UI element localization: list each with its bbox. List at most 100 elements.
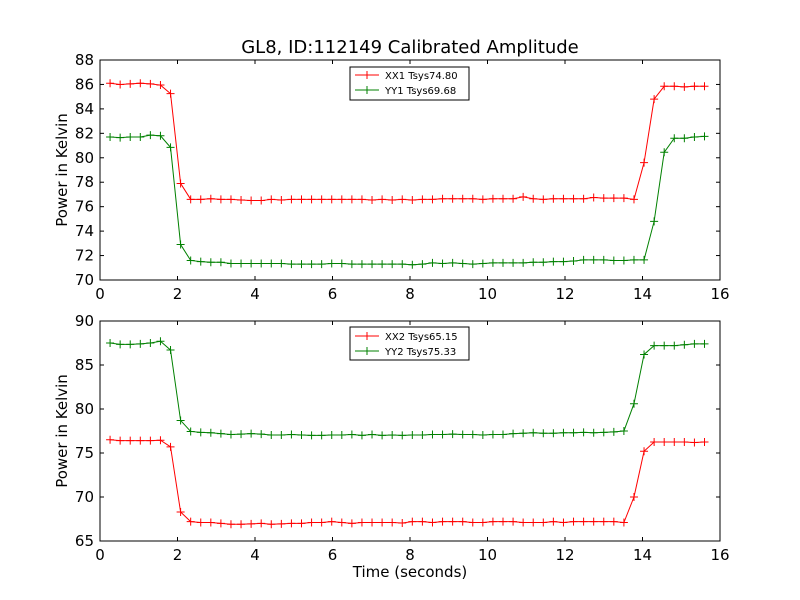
top-point-xx1 (589, 193, 598, 202)
bottom-point-xx2 (650, 438, 659, 446)
bottom-point-yy2 (297, 430, 306, 439)
top-point-yy1 (287, 260, 296, 269)
top-point-xx1 (670, 82, 679, 91)
bottom-point-xx2 (448, 517, 457, 526)
bottom-point-yy2 (569, 428, 578, 437)
top-point-xx1 (549, 194, 558, 203)
top-point-yy1 (478, 259, 487, 268)
top-point-xx1 (196, 195, 205, 204)
top-point-xx1 (247, 196, 256, 205)
top-point-xx1 (156, 81, 165, 90)
bottom-point-xx2 (166, 442, 175, 451)
bottom-point-xx2 (317, 518, 326, 527)
figure-title: GL8, ID:112149 Calibrated Amplitude (241, 37, 579, 58)
top-point-xx1 (418, 195, 427, 204)
bottom-y-axis-label: Power in Kelvin (53, 374, 71, 488)
bottom-point-xx2 (589, 517, 598, 526)
top-legend-label-xx1: XX1 Tsys74.80 (385, 71, 458, 82)
bottom-point-xx2 (549, 517, 558, 526)
top-point-yy1 (418, 260, 427, 269)
bottom-point-yy2 (176, 416, 185, 425)
bottom-point-xx2 (499, 517, 507, 526)
bottom-point-yy2 (428, 430, 437, 439)
top-point-yy1 (619, 256, 628, 265)
bottom-point-yy2 (146, 339, 155, 347)
bottom-point-xx2 (640, 447, 649, 456)
bottom-point-yy2 (327, 430, 336, 439)
bottom-point-xx2 (488, 517, 497, 526)
top-point-xx1 (357, 195, 366, 204)
top-point-xx1 (438, 194, 447, 203)
top-point-xx1 (398, 195, 407, 204)
bottom-y-tick-label: 85 (75, 356, 94, 374)
top-legend-entry-yy1: YY1 Tsys69.68 (355, 86, 456, 97)
bottom-point-yy2 (680, 340, 689, 349)
bottom-point-yy2 (378, 431, 387, 440)
top-point-xx1 (448, 194, 457, 203)
bottom-point-xx2 (398, 518, 407, 527)
bottom-point-yy2 (690, 339, 699, 348)
bottom-point-xx2 (579, 517, 588, 526)
top-point-yy1 (499, 258, 507, 267)
top-point-xx1 (458, 194, 467, 203)
bottom-subplot: 0 2 4 6 8 10 12 14 16 65 70 75 80 85 90 Power in Kelv… (53, 312, 730, 564)
x-axis-label: Time (seconds) (352, 563, 468, 581)
bottom-point-yy2 (640, 350, 649, 359)
top-point-xx1 (640, 158, 649, 167)
top-point-xx1 (257, 196, 266, 205)
bottom-point-yy2 (347, 430, 356, 439)
top-y-tick-label: 76 (75, 198, 94, 216)
top-point-xx1 (579, 194, 588, 203)
top-point-yy1 (307, 260, 316, 269)
top-point-xx1 (559, 194, 568, 203)
top-point-yy1 (539, 258, 548, 267)
top-point-yy1 (156, 131, 165, 140)
bottom-y-tick-label: 80 (75, 400, 94, 418)
bottom-point-yy2 (257, 430, 266, 439)
top-point-xx1 (519, 192, 528, 201)
top-point-yy1 (650, 217, 659, 226)
top-point-yy1 (277, 259, 286, 268)
top-series-line-xx1 (110, 82, 705, 202)
bottom-point-yy2 (307, 431, 316, 440)
top-point-xx1 (539, 195, 548, 204)
top-point-xx1 (327, 195, 336, 204)
bottom-x-axis: 0 2 4 6 8 10 12 14 16 (95, 321, 730, 564)
top-point-xx1 (478, 195, 487, 204)
top-point-xx1 (488, 194, 497, 203)
bottom-point-yy2 (650, 341, 659, 350)
bottom-point-xx2 (368, 518, 377, 527)
top-x-tick-label: 12 (555, 285, 574, 303)
bottom-x-tick-label: 8 (405, 546, 415, 564)
bottom-point-yy2 (478, 430, 487, 439)
bottom-point-xx2 (126, 436, 135, 445)
bottom-point-xx2 (347, 519, 356, 528)
bottom-point-yy2 (398, 431, 407, 440)
bottom-point-xx2 (700, 438, 709, 446)
top-y-axis: 70 72 74 76 78 80 82 84 86 88 (75, 51, 720, 289)
top-point-yy1 (629, 255, 638, 264)
top-x-tick-label: 16 (710, 285, 729, 303)
bottom-point-yy2 (126, 340, 135, 349)
bottom-point-xx2 (136, 436, 145, 445)
bottom-point-yy2 (388, 430, 397, 439)
top-point-xx1 (569, 194, 578, 203)
top-y-tick-label: 80 (75, 149, 94, 167)
top-point-yy1 (448, 258, 457, 267)
bottom-point-xx2 (257, 519, 266, 528)
bottom-point-yy2 (519, 429, 528, 438)
top-point-yy1 (357, 260, 366, 269)
top-point-yy1 (599, 255, 608, 264)
top-point-yy1 (579, 255, 588, 264)
top-point-xx1 (650, 95, 659, 104)
bottom-point-xx2 (206, 518, 215, 527)
bottom-point-xx2 (468, 518, 477, 527)
bottom-point-yy2 (156, 337, 165, 346)
top-point-xx1 (126, 79, 135, 88)
top-point-xx1 (106, 79, 115, 88)
bottom-point-xx2 (216, 519, 225, 528)
bottom-point-xx2 (287, 519, 296, 528)
top-point-yy1 (438, 259, 447, 268)
top-point-xx1 (408, 195, 417, 204)
bottom-point-xx2 (418, 517, 427, 526)
